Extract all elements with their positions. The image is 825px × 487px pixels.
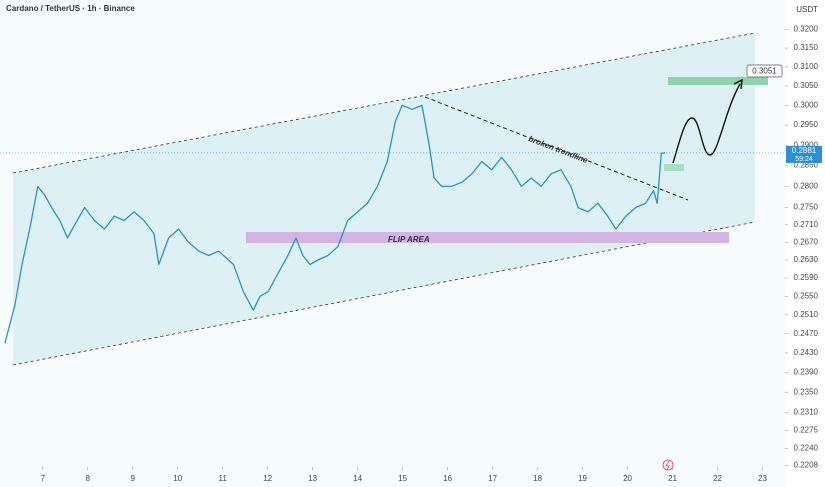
x-tick-label: 8 bbox=[85, 474, 90, 483]
target-zone bbox=[668, 77, 768, 85]
x-tick-label: 20 bbox=[623, 474, 632, 483]
y-tick-label: 0.2310 bbox=[794, 407, 819, 416]
target-label-box bbox=[746, 64, 783, 78]
x-tick-label: 9 bbox=[130, 474, 135, 483]
x-tick-label: 10 bbox=[173, 474, 182, 483]
channel-fill bbox=[13, 33, 755, 365]
y-tick-label: 0.2800 bbox=[794, 182, 819, 191]
x-tick-label: 12 bbox=[263, 474, 272, 483]
y-tick-label: 0.3000 bbox=[794, 100, 819, 109]
y-tick-label: 0.3150 bbox=[794, 43, 819, 52]
y-tick-label: 0.2275 bbox=[794, 425, 819, 434]
y-tick-label: 0.2630 bbox=[794, 255, 819, 264]
y-tick-label: 0.2470 bbox=[794, 329, 819, 338]
last-price-label: 0.2881 bbox=[792, 146, 817, 155]
countdown-label: 59:24 bbox=[795, 156, 813, 163]
x-tick-label: 22 bbox=[713, 474, 722, 483]
flip-area-label: FLIP AREA bbox=[388, 235, 430, 244]
x-tick-label: 11 bbox=[219, 474, 228, 483]
y-tick-label: 0.2900 bbox=[794, 140, 819, 149]
y-tick-label: 0.2510 bbox=[794, 310, 819, 319]
x-tick-label: 7 bbox=[41, 474, 46, 483]
y-tick-label: 0.3100 bbox=[794, 62, 819, 71]
y-tick-label: 0.2240 bbox=[794, 444, 819, 453]
x-tick-label: 14 bbox=[353, 474, 362, 483]
x-tick-label: 16 bbox=[443, 474, 452, 483]
last-price-box bbox=[786, 145, 822, 163]
y-tick-label: 0.2550 bbox=[794, 291, 819, 300]
x-tick-label: 19 bbox=[578, 474, 587, 483]
x-tick-label: 15 bbox=[398, 474, 407, 483]
y-tick-label: 0.2710 bbox=[794, 220, 819, 229]
x-tick-label: 18 bbox=[533, 474, 542, 483]
x-tick-label: 21 bbox=[668, 474, 677, 483]
y-tick-label: 0.2350 bbox=[794, 387, 819, 396]
y-tick-label: 0.2430 bbox=[794, 348, 819, 357]
projection-arrow bbox=[672, 83, 741, 164]
y-tick-label: 0.3050 bbox=[794, 81, 819, 90]
y-tick-label: 0.2750 bbox=[794, 203, 819, 212]
x-tick-label: 23 bbox=[758, 474, 767, 483]
event-icon bbox=[662, 459, 674, 471]
chart-title: Cardano / TetherUS · 1h · Binance bbox=[6, 4, 135, 13]
y-tick-label: 0.2590 bbox=[794, 273, 819, 282]
x-tick-label: 13 bbox=[308, 474, 317, 483]
price-line bbox=[4, 104, 665, 344]
price-axis-panel bbox=[785, 0, 825, 487]
x-tick-label: 17 bbox=[488, 474, 497, 483]
target-label: 0.3051 bbox=[752, 67, 777, 76]
y-tick-label: 0.2950 bbox=[794, 120, 819, 129]
y-tick-label: 0.3200 bbox=[794, 25, 819, 34]
event-icon-bolt bbox=[665, 460, 670, 471]
trendline bbox=[424, 96, 689, 201]
arrow-head bbox=[733, 78, 743, 90]
axis-unit: USDT bbox=[796, 5, 818, 14]
y-tick-label: 0.2850 bbox=[794, 161, 819, 170]
y-tick-label: 0.2208 bbox=[794, 461, 819, 470]
flip-area bbox=[246, 232, 729, 243]
y-tick-label: 0.2390 bbox=[794, 367, 819, 376]
y-tick-label: 0.2670 bbox=[794, 237, 819, 246]
entry-zone bbox=[664, 164, 684, 171]
